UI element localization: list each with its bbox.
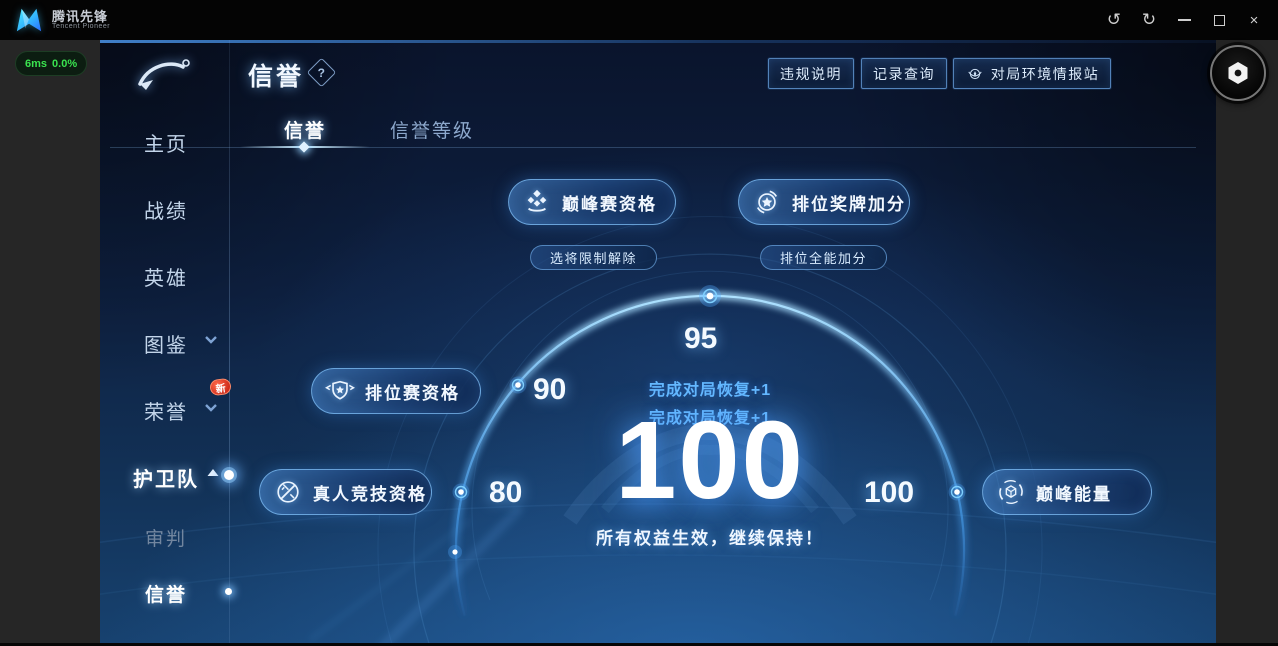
- page-title: 信誉: [248, 63, 305, 91]
- sidebar-item-honor[interactable]: 荣誉: [144, 402, 188, 424]
- help-icon[interactable]: ?: [306, 57, 337, 88]
- peak-qualification-pill[interactable]: 巅峰赛资格: [508, 179, 676, 225]
- tab-underline: [110, 147, 1196, 148]
- hexagon-settings-icon: [1228, 62, 1248, 84]
- bottom-edge: [0, 643, 1278, 646]
- sidebar-divider: [229, 40, 230, 646]
- pill-label: 巅峰能量: [1036, 484, 1112, 504]
- recovery-line-1: 完成对局恢复+1: [648, 382, 772, 399]
- packet-loss-value: 0.0%: [52, 57, 78, 70]
- tab-active-marker: [298, 141, 310, 153]
- duel-icon: [272, 476, 304, 508]
- credit-score-value: 100: [615, 399, 805, 522]
- rank-allround-bonus-pill[interactable]: 排位全能加分: [760, 245, 887, 270]
- minimize-icon[interactable]: [1174, 9, 1194, 31]
- app-subtitle: Tencent Pioneer: [52, 23, 111, 30]
- right-strip: [1216, 40, 1278, 646]
- sidebar-item-credit[interactable]: 信誉: [144, 585, 187, 606]
- undo-icon[interactable]: ↺: [1106, 10, 1122, 29]
- maximize-icon[interactable]: [1209, 9, 1229, 31]
- app-title-block: 腾讯先锋 Tencent Pioneer: [52, 10, 110, 30]
- active-section-marker: [224, 470, 234, 480]
- gauge-status-text: 所有权益生效，继续保持！: [596, 529, 824, 548]
- window-controls: ↺ ↻ ×: [1104, 0, 1264, 40]
- sidebar-item-judge[interactable]: 审判: [144, 529, 187, 550]
- gauge-mark-100: 100: [864, 476, 915, 509]
- sidebar-item-guard-team[interactable]: 护卫队: [133, 469, 199, 491]
- game-screen: 主页 战绩 英雄 图鉴 荣誉 新 护卫队 审判 信誉 信誉 ? 违规说明 记录查…: [100, 40, 1216, 646]
- gauge-node-80: [452, 483, 470, 501]
- active-item-marker: [225, 588, 232, 595]
- chevron-down-icon[interactable]: [204, 335, 218, 344]
- pill-label: 巅峰赛资格: [562, 194, 657, 214]
- close-icon[interactable]: ×: [1249, 11, 1259, 29]
- gauge-node-low: [448, 545, 462, 559]
- record-query-button[interactable]: 记录查询: [861, 58, 947, 89]
- energy-cube-icon: [995, 476, 1027, 508]
- gauge-node-95: [699, 285, 721, 307]
- titlebar: 腾讯先锋 Tencent Pioneer ↺ ↻ ×: [0, 0, 1278, 40]
- match-environment-intel-button[interactable]: 对局环境情报站: [953, 58, 1111, 89]
- chevron-up-icon[interactable]: [206, 468, 220, 477]
- ranked-qualification-pill[interactable]: 排位赛资格: [311, 368, 481, 414]
- app-name: 腾讯先锋: [52, 9, 109, 24]
- tab-credit[interactable]: 信誉: [284, 121, 327, 142]
- network-performance-badge: 6ms 0.0%: [15, 51, 88, 76]
- pill-label: 排位奖牌加分: [792, 194, 906, 214]
- rank-medal-bonus-pill[interactable]: 排位奖牌加分: [738, 179, 910, 225]
- real-player-qualification-pill[interactable]: 真人竞技资格: [259, 469, 432, 515]
- sidebar-item-hero[interactable]: 英雄: [144, 268, 188, 290]
- gauge-arc-graphic: [100, 216, 1216, 646]
- gauge-node-90: [509, 376, 527, 394]
- floating-assistant-button[interactable]: [1210, 45, 1266, 101]
- pill-label: 排位赛资格: [365, 383, 460, 403]
- back-arrow-icon[interactable]: [128, 52, 194, 96]
- latency-value: 6ms: [25, 57, 48, 70]
- medal-icon: [751, 186, 783, 218]
- gauge-mark-80: 80: [489, 476, 523, 509]
- sidebar-item-home[interactable]: 主页: [144, 134, 188, 156]
- sidebar-item-record[interactable]: 战绩: [144, 201, 188, 223]
- peak-energy-pill[interactable]: 巅峰能量: [982, 469, 1152, 515]
- app-logo: 腾讯先锋 Tencent Pioneer: [0, 6, 110, 34]
- tab-credit-level[interactable]: 信誉等级: [390, 121, 475, 142]
- chevron-down-icon[interactable]: [204, 403, 218, 412]
- gauge-node-100: [948, 483, 966, 501]
- diamond-cluster-icon: [521, 186, 553, 218]
- pick-restriction-lifted-pill[interactable]: 选将限制解除: [530, 245, 657, 270]
- gauge-mark-95: 95: [684, 322, 718, 355]
- top-edge-glow: [100, 40, 1216, 43]
- pill-label: 真人竞技资格: [313, 484, 427, 504]
- refresh-icon[interactable]: ↻: [1141, 10, 1157, 29]
- tencent-pioneer-logo-icon: [16, 8, 42, 32]
- violation-info-button[interactable]: 违规说明: [768, 58, 854, 89]
- gauge-mark-90: 90: [533, 373, 567, 406]
- recovery-line-2: 完成对局恢复+1: [648, 410, 772, 427]
- sidebar-item-gallery[interactable]: 图鉴: [144, 335, 188, 357]
- left-strip: 6ms 0.0%: [0, 40, 100, 646]
- shield-star-icon: [324, 375, 356, 407]
- wing-badge-icon: [968, 68, 982, 79]
